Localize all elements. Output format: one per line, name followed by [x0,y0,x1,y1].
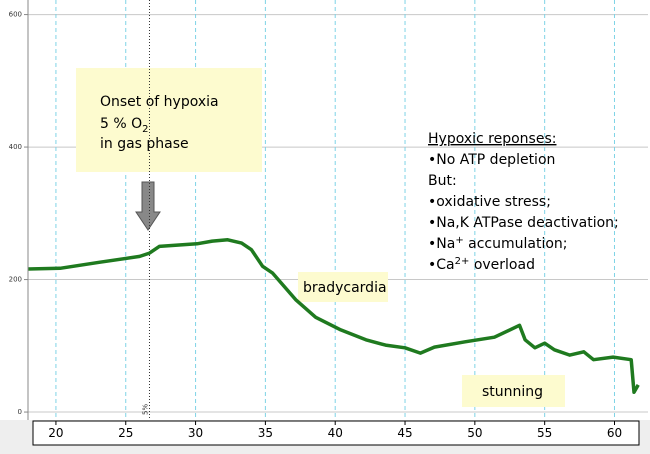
x-tick-label: 35 [258,426,273,440]
x-tick-label: 50 [467,426,482,440]
axes: 0 200 400 600 20 25 30 35 40 45 50 55 60 [9,11,623,440]
response-text: accumulation; [464,236,568,252]
response-text: •Ca [428,257,455,273]
bradycardia-box [298,272,388,302]
x-tick-label: 45 [397,426,412,440]
y-tick-label: 200 [9,276,22,284]
response-item: •Na,K ATPase deactivation; [428,215,619,231]
stunning-label: stunning [482,384,543,400]
x-axis-box [32,420,640,446]
response-item: But: [428,173,457,189]
x-tick-label: 60 [607,426,622,440]
bradycardia-label: bradycardia [303,280,387,296]
stunning-box [462,375,565,407]
onset-box [76,68,262,172]
x-tick-label: 30 [188,426,203,440]
y-tick-label: 400 [9,143,22,151]
response-item: •Na+ accumulation; [428,235,568,252]
onset-line2: 5 % O2 [100,116,149,135]
data-line [27,238,640,394]
response-item: •oxidative stress; [428,194,551,210]
y-tick-label: 600 [9,11,22,19]
responses-heading: Hypoxic reponses: [428,131,556,147]
response-text: overload [469,257,535,273]
onset-line3: in gas phase [100,136,189,152]
response-sup: 2+ [455,256,470,267]
x-tick-label: 40 [328,426,343,440]
y-tick-label: 0 [18,408,22,416]
response-item: •Ca2+ overload [428,256,535,273]
marker-label: 5% [141,404,149,415]
response-sup: + [455,235,463,246]
marks: 5% [27,0,640,420]
x-tick-label: 20 [48,426,63,440]
onset-line2-text: 5 % O [100,116,142,132]
x-tick-label: 25 [118,426,133,440]
onset-line2-sub: 2 [142,124,148,135]
response-item: •No ATP depletion [428,152,555,168]
x-tick-label: 55 [537,426,552,440]
arrow [135,181,161,231]
responses: Hypoxic reponses: •No ATP depletion But:… [428,131,619,273]
onset-line1: Onset of hypoxia [100,94,219,110]
response-text: •Na [428,236,455,252]
